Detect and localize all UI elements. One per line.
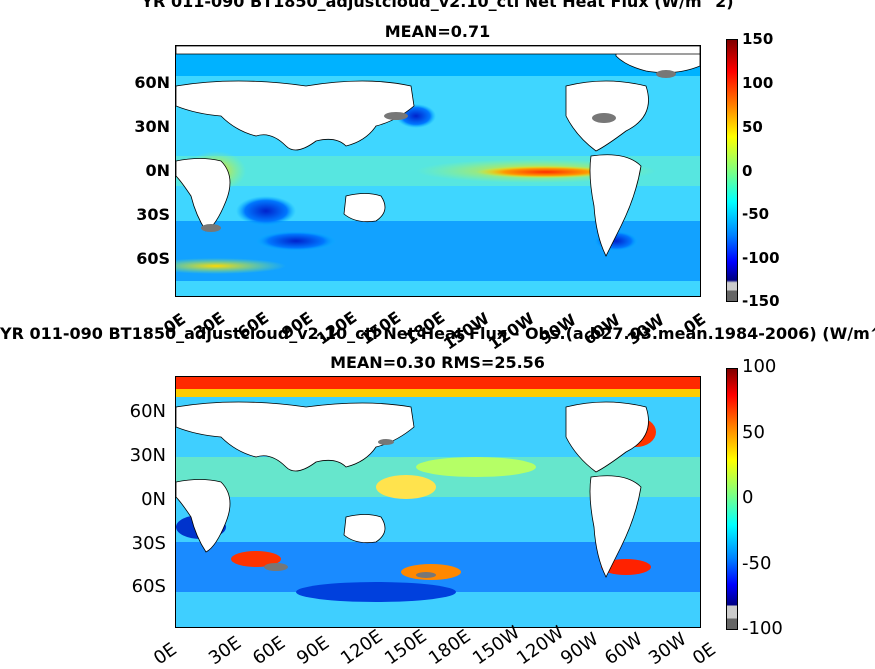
top-colorbar-tick-150: 150 <box>742 30 774 48</box>
top-colorbar-tick-100: 100 <box>742 74 774 92</box>
bottom-title: YR 011-090 BT1850_adjustcloud_v2.10_ctl … <box>0 324 875 343</box>
top-colorbar-tick-50: 50 <box>742 118 763 136</box>
bottom-lat-label-60s: 60S <box>131 576 166 597</box>
bottom-lat-label-0n: 0N <box>141 489 166 510</box>
top-colorbar <box>726 39 738 302</box>
bottom-lon-label-30e: 30E <box>205 632 246 669</box>
top-lat-label-30s: 30S <box>136 205 170 224</box>
bottom-lon-label-0e-end: 0E <box>689 638 720 669</box>
bottom-lon-label-90e: 90E <box>293 632 334 669</box>
top-lat-label-60n: 60N <box>134 73 170 92</box>
bottom-colorbar-tick-50: 50 <box>742 422 765 443</box>
bottom-lon-label-60e: 60E <box>249 632 290 669</box>
bottom-subtitle: MEAN=0.30 RMS=25.56 <box>330 353 545 372</box>
top-colorbar-tick-0: 0 <box>742 162 753 180</box>
bottom-lon-label-120w: 120W <box>513 622 568 669</box>
bottom-lon-label-150w: 150W <box>469 622 524 669</box>
bottom-lon-label-150e: 150E <box>381 625 431 669</box>
bottom-colorbar-tick-100: 100 <box>742 356 777 377</box>
bottom-colorbar-tick-0: 0 <box>742 487 754 508</box>
bottom-lon-label-120e: 120E <box>337 625 387 669</box>
top-map <box>175 45 701 297</box>
top-colorbar-tick-neg50: -50 <box>742 205 770 223</box>
top-title: YR 011-090 BT1850_adjustcloud_v2.10_ctl … <box>141 0 734 11</box>
bottom-lon-label-30w: 30W <box>645 628 691 669</box>
bottom-colorbar <box>726 368 738 630</box>
bottom-lon-label-60w: 60W <box>601 628 647 669</box>
top-lat-label-60s: 60S <box>136 249 170 268</box>
bottom-lon-label-180e: 180E <box>425 625 475 669</box>
bottom-colorbar-tick-neg100: -100 <box>742 618 783 639</box>
top-colorbar-tick-neg100: -100 <box>742 249 780 267</box>
top-lat-label-30n: 30N <box>134 117 170 136</box>
top-lat-label-0n: 0N <box>145 161 170 180</box>
bottom-lon-label-0e: 0E <box>150 638 181 669</box>
bottom-lat-label-30s: 30S <box>131 533 166 554</box>
bottom-colorbar-tick-neg50: -50 <box>742 553 772 574</box>
bottom-lat-label-60n: 60N <box>129 401 166 422</box>
top-map-field <box>176 46 700 296</box>
bottom-map-field <box>176 377 700 627</box>
top-subtitle: MEAN=0.71 <box>384 22 491 41</box>
bottom-lat-label-30n: 30N <box>129 445 166 466</box>
top-colorbar-tick-neg150: -150 <box>742 292 780 310</box>
bottom-map <box>175 376 701 628</box>
